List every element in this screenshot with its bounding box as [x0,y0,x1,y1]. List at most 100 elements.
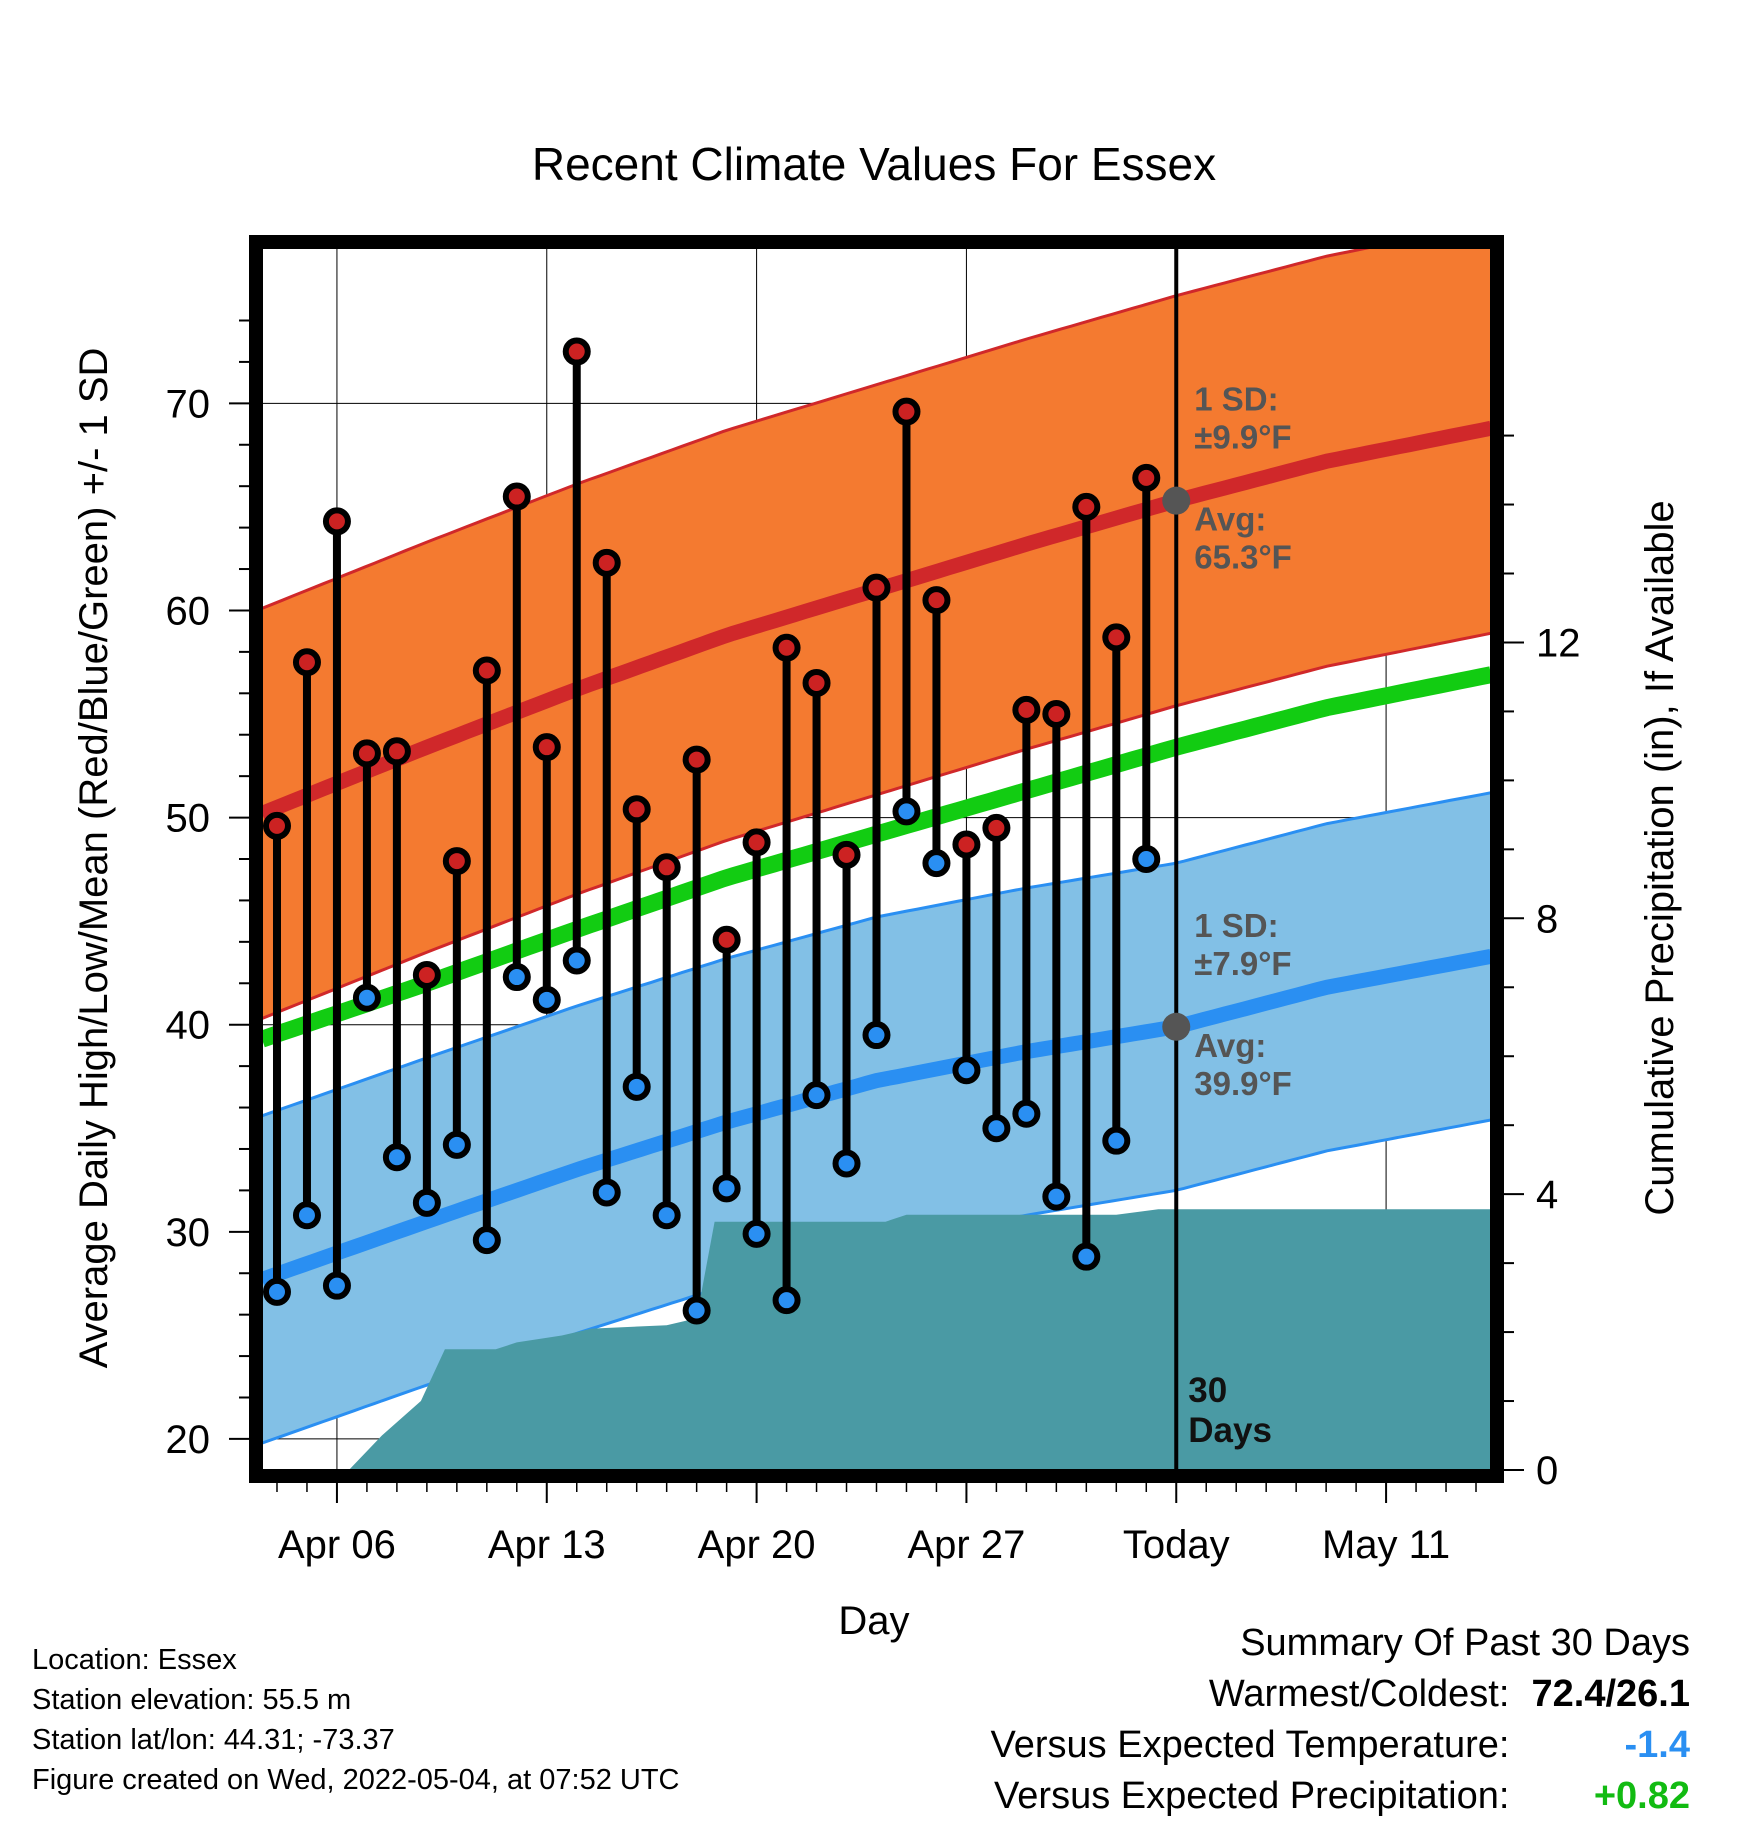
precip-value: +0.82 [1593,1775,1690,1817]
high-upper-edge [262,248,1375,610]
created-text: Figure created on Wed, 2022-05-04, at 07… [32,1764,680,1796]
x-tick-label: Apr 20 [698,1523,816,1567]
latlon-text: Station lat/lon: 44.31; -73.37 [32,1724,395,1756]
low-point [922,849,951,878]
high-point [562,337,591,366]
low-point [502,963,531,992]
low-point [892,797,921,826]
high-point [892,397,921,426]
low-point [1132,845,1161,873]
low-point [472,1226,501,1255]
high-point [862,573,891,602]
low-point [592,1178,621,1207]
high-point [382,737,411,766]
high-point [322,507,351,536]
low-point [532,985,561,1014]
summary-temperature: Versus Expected Temperature: -1.4 [991,1720,1690,1771]
high-point [712,925,741,954]
precip-area [283,1209,1491,1470]
avg-high-marker [1162,486,1191,515]
high-point [292,648,321,677]
low-point [862,1021,891,1050]
low-point [1042,1182,1071,1211]
low-point [262,1277,291,1306]
warmest-coldest-label: Warmest/Coldest: [1208,1673,1510,1715]
summary-panel: Summary Of Past 30 Days Warmest/Coldest:… [991,1618,1690,1822]
low-point [1072,1242,1101,1271]
low-point [742,1219,771,1248]
x-axis-label: Day [838,1599,909,1643]
high-point [262,811,291,840]
low-point [322,1271,351,1300]
high-point [592,548,621,577]
high-point [772,633,801,662]
high-point [352,739,381,768]
low-point [412,1188,441,1217]
high-point [532,733,561,762]
x-tick-label: May 11 [1322,1523,1450,1567]
low-point [712,1174,741,1203]
y2-tick-label: 4 [1536,1173,1558,1217]
high-point [802,668,831,697]
high-point [1072,492,1101,521]
y-tick-label: 50 [166,797,211,841]
high-point [1012,695,1041,724]
x-tick-label: Apr 06 [278,1523,396,1567]
low-point [292,1201,321,1230]
summary-heading: Summary Of Past 30 Days [1240,1622,1690,1664]
high-sd-annotation: 1 SD: ±9.9°F [1194,381,1291,456]
high-point [832,840,861,869]
avg-low-marker [1162,1012,1191,1041]
normal-low-line [262,948,1491,1287]
low-point [352,983,381,1012]
location-text: Location: Essex [32,1644,237,1676]
high-avg-annotation: Avg: 65.3°F [1194,501,1292,576]
low-sd-band [262,792,1491,1444]
high-point [472,656,501,685]
elevation-text: Station elevation: 55.5 m [32,1684,352,1716]
high-point [742,828,771,857]
high-point [922,586,951,615]
low-sd-annotation: 1 SD: ±7.9°F [1194,907,1291,982]
y-axis-label: Average Daily High/Low/Mean (Red/Blue/Gr… [72,348,116,1369]
summary-precipitation: Versus Expected Precipitation: +0.82 [991,1771,1690,1822]
y2-axis-label: Cumulative Precipitation (in), If Availa… [1638,500,1682,1215]
high-point [442,847,471,876]
y2-tick-label: 8 [1536,897,1558,941]
high-point [982,813,1011,842]
low-point [982,1114,1011,1143]
y2-tick-label: 12 [1536,621,1581,665]
y-tick-label: 40 [166,1004,211,1048]
chart-title: Recent Climate Values For Essex [532,138,1216,190]
high-point [1102,623,1131,652]
summary-warmest-coldest: Warmest/Coldest: 72.4/26.1 [991,1669,1690,1720]
low-point [652,1201,681,1230]
high-point [652,853,681,882]
high-point [622,795,651,824]
low-point [772,1286,801,1315]
station-info: Location: Essex Station elevation: 55.5 … [32,1640,680,1800]
y-tick-label: 70 [166,382,211,426]
low-point [832,1149,861,1178]
x-tick-label: Today [1123,1523,1230,1567]
low-avg-annotation: Avg: 39.9°F [1194,1027,1292,1102]
y-tick-label: 20 [166,1418,211,1462]
low-point [382,1143,411,1172]
x-tick-label: Apr 13 [488,1523,606,1567]
precip-label: Versus Expected Precipitation: [994,1775,1510,1817]
low-point [562,946,591,975]
low-point [802,1081,831,1110]
high-point [1132,463,1161,492]
plot-frame [249,235,1504,1483]
y2-tick-label: 0 [1536,1449,1558,1493]
high-point [502,482,531,511]
high-point [412,960,441,989]
low-point [1012,1099,1041,1128]
temp-label: Versus Expected Temperature: [990,1724,1510,1766]
low-point [622,1072,651,1101]
low-point [682,1296,711,1325]
y-tick-label: 30 [166,1211,211,1255]
low-point [1102,1126,1131,1155]
x-tick-label: Apr 27 [907,1523,1025,1567]
